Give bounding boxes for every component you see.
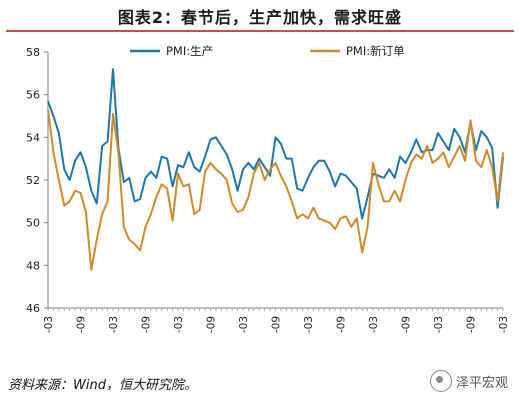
chart-title: 图表2：春节后，生产加快，需求旺盛 (117, 8, 403, 27)
y-tick-label: 56 (26, 89, 40, 102)
x-tick-label: 2018-03 (498, 316, 510, 334)
x-tick-label: 2012-03 (108, 316, 120, 334)
title-divider (6, 30, 514, 32)
y-tick-label: 58 (26, 46, 40, 59)
x-tick-label: 2016-09 (401, 316, 413, 334)
legend-label: PMI:生产 (166, 44, 213, 58)
y-tick-label: 54 (26, 131, 40, 144)
watermark-text: 泽平宏观 (456, 375, 509, 391)
x-tick-label: 2012-09 (141, 316, 153, 334)
x-tick-label: 2013-03 (173, 316, 185, 334)
y-tick-label: 52 (26, 174, 40, 187)
x-tick-label: 2015-03 (303, 316, 315, 334)
watermark: 泽平宏观 (430, 370, 508, 392)
x-tick-label: 2013-09 (206, 316, 218, 334)
y-tick-label: 46 (26, 302, 40, 315)
wechat-icon (430, 370, 452, 392)
x-tick-label: 2011-09 (76, 316, 88, 334)
x-tick-label: 2016-03 (368, 316, 380, 334)
series-line-production (47, 68, 504, 220)
y-tick-label: 50 (26, 217, 40, 230)
x-tick-label: 2015-09 (336, 316, 348, 334)
x-tick-label: 2017-03 (433, 316, 445, 334)
y-tick-label: 48 (26, 259, 40, 272)
x-tick-label: 2014-03 (238, 316, 250, 334)
x-tick-label: 2011-03 (43, 316, 55, 334)
x-tick-label: 2014-09 (271, 316, 283, 334)
x-tick-label: 2017-09 (466, 316, 478, 334)
pmi-line-chart: 46 48 50 52 54 56 58 2011-03 2011-09 2012-03 2012-… (26, 44, 510, 334)
source-note: 资料来源：Wind，恒大研究院。 (8, 378, 197, 393)
legend-label: PMI:新订单 (346, 44, 405, 58)
series-line-new-orders (47, 109, 504, 271)
